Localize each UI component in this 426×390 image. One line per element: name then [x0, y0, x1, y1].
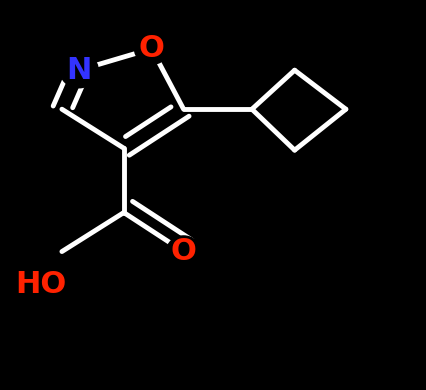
- Text: N: N: [66, 56, 92, 85]
- Circle shape: [60, 53, 98, 88]
- Circle shape: [13, 259, 68, 310]
- Circle shape: [134, 33, 168, 64]
- Text: O: O: [138, 34, 164, 63]
- Circle shape: [166, 236, 200, 267]
- Text: HO: HO: [15, 270, 66, 299]
- Text: O: O: [170, 237, 196, 266]
